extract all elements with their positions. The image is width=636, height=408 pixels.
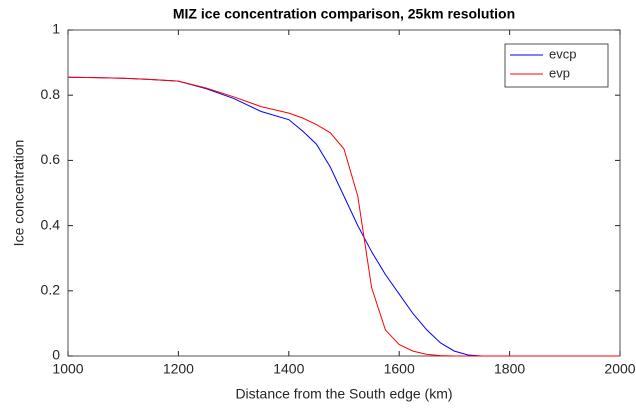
y-tick-label: 0.2 [41,282,61,298]
y-tick-label: 0 [52,347,60,363]
x-tick-label: 2000 [604,361,635,377]
x-tick-label: 1600 [384,361,415,377]
y-tick-label: 1 [52,21,60,37]
legend-label: evcp [549,46,576,61]
legend-box [504,43,609,88]
chart-title: MIZ ice concentration comparison, 25km r… [173,6,515,22]
series-line [67,76,620,357]
y-tick-label: 0.4 [41,216,61,232]
x-tick-label: 1400 [273,361,304,377]
y-tick-label: 0.8 [41,86,61,102]
y-axis-label: Ice concentration [11,140,27,247]
legend-label: evp [549,65,570,80]
x-axis-label: Distance from the South edge (km) [235,386,452,402]
x-tick-label: 1000 [52,361,83,377]
x-tick-label: 1200 [163,361,194,377]
y-tick-label: 0.6 [41,151,61,167]
x-tick-label: 1800 [494,361,525,377]
